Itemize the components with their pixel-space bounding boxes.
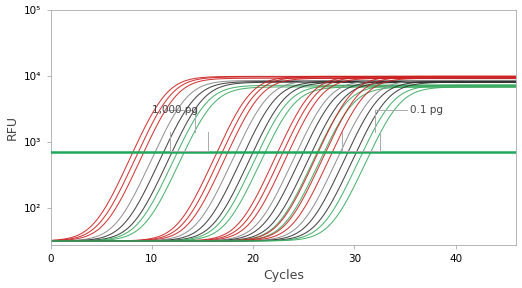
Y-axis label: RFU: RFU (6, 115, 19, 140)
Text: 1,000 pg: 1,000 pg (152, 105, 198, 115)
X-axis label: Cycles: Cycles (263, 270, 304, 283)
Text: 0.1 pg: 0.1 pg (410, 105, 443, 115)
